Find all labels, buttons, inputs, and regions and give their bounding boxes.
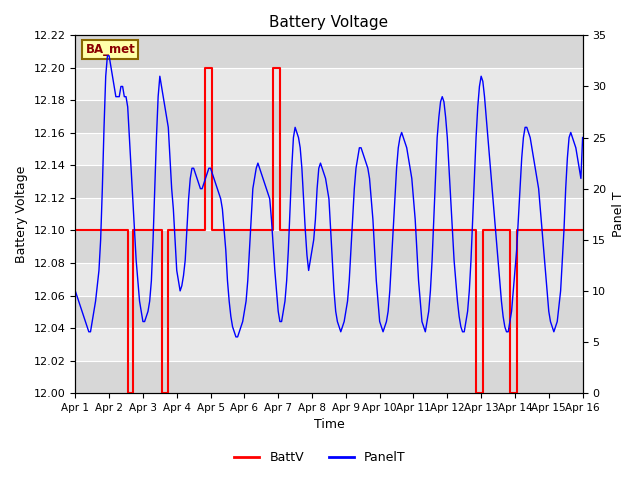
Y-axis label: Battery Voltage: Battery Voltage: [15, 166, 28, 263]
Line: BattV: BattV: [76, 68, 582, 393]
Bar: [76, 36, 582, 68]
BattV: [241, 228, 248, 233]
PanelT: [232, 334, 240, 340]
Legend: BattV, PanelT: BattV, PanelT: [229, 446, 411, 469]
Bar: [76, 230, 582, 263]
Text: BA_met: BA_met: [85, 43, 135, 56]
PanelT: [72, 288, 79, 294]
BattV: [241, 228, 248, 233]
BattV: [124, 390, 132, 396]
X-axis label: Time: Time: [314, 419, 344, 432]
BattV: [269, 228, 277, 233]
Bar: [76, 360, 582, 393]
Bar: [76, 166, 582, 198]
BattV: [139, 228, 147, 233]
BattV: [173, 228, 180, 233]
PanelT: [104, 53, 111, 59]
BattV: [129, 228, 136, 233]
BattV: [506, 390, 514, 396]
Bar: [76, 263, 582, 296]
BattV: [202, 228, 209, 233]
BattV: [102, 228, 109, 233]
BattV: [579, 228, 586, 233]
PanelT: [422, 329, 429, 335]
BattV: [209, 65, 216, 71]
Line: PanelT: PanelT: [76, 56, 582, 337]
Bar: [76, 198, 582, 230]
BattV: [139, 228, 147, 233]
BattV: [479, 228, 486, 233]
Bar: [76, 100, 582, 133]
BattV: [157, 228, 165, 233]
BattV: [105, 228, 113, 233]
BattV: [164, 228, 172, 233]
Bar: [76, 328, 582, 360]
Bar: [76, 68, 582, 100]
PanelT: [579, 135, 586, 141]
PanelT: [296, 145, 304, 151]
PanelT: [545, 309, 552, 314]
PanelT: [474, 104, 481, 110]
BattV: [472, 228, 480, 233]
BattV: [202, 65, 209, 71]
BattV: [506, 228, 514, 233]
BattV: [276, 65, 284, 71]
BattV: [72, 228, 79, 233]
BattV: [209, 228, 216, 233]
BattV: [269, 65, 277, 71]
BattV: [102, 228, 109, 233]
Title: Battery Voltage: Battery Voltage: [269, 15, 388, 30]
BattV: [164, 390, 172, 396]
BattV: [124, 228, 132, 233]
PanelT: [502, 329, 510, 335]
BattV: [479, 390, 486, 396]
BattV: [513, 390, 520, 396]
Bar: [76, 133, 582, 166]
Y-axis label: Panel T: Panel T: [612, 192, 625, 237]
PanelT: [280, 309, 287, 314]
BattV: [276, 228, 284, 233]
BattV: [472, 390, 480, 396]
BattV: [173, 228, 180, 233]
Bar: [76, 296, 582, 328]
BattV: [129, 390, 136, 396]
BattV: [105, 228, 113, 233]
BattV: [157, 390, 165, 396]
BattV: [513, 228, 520, 233]
